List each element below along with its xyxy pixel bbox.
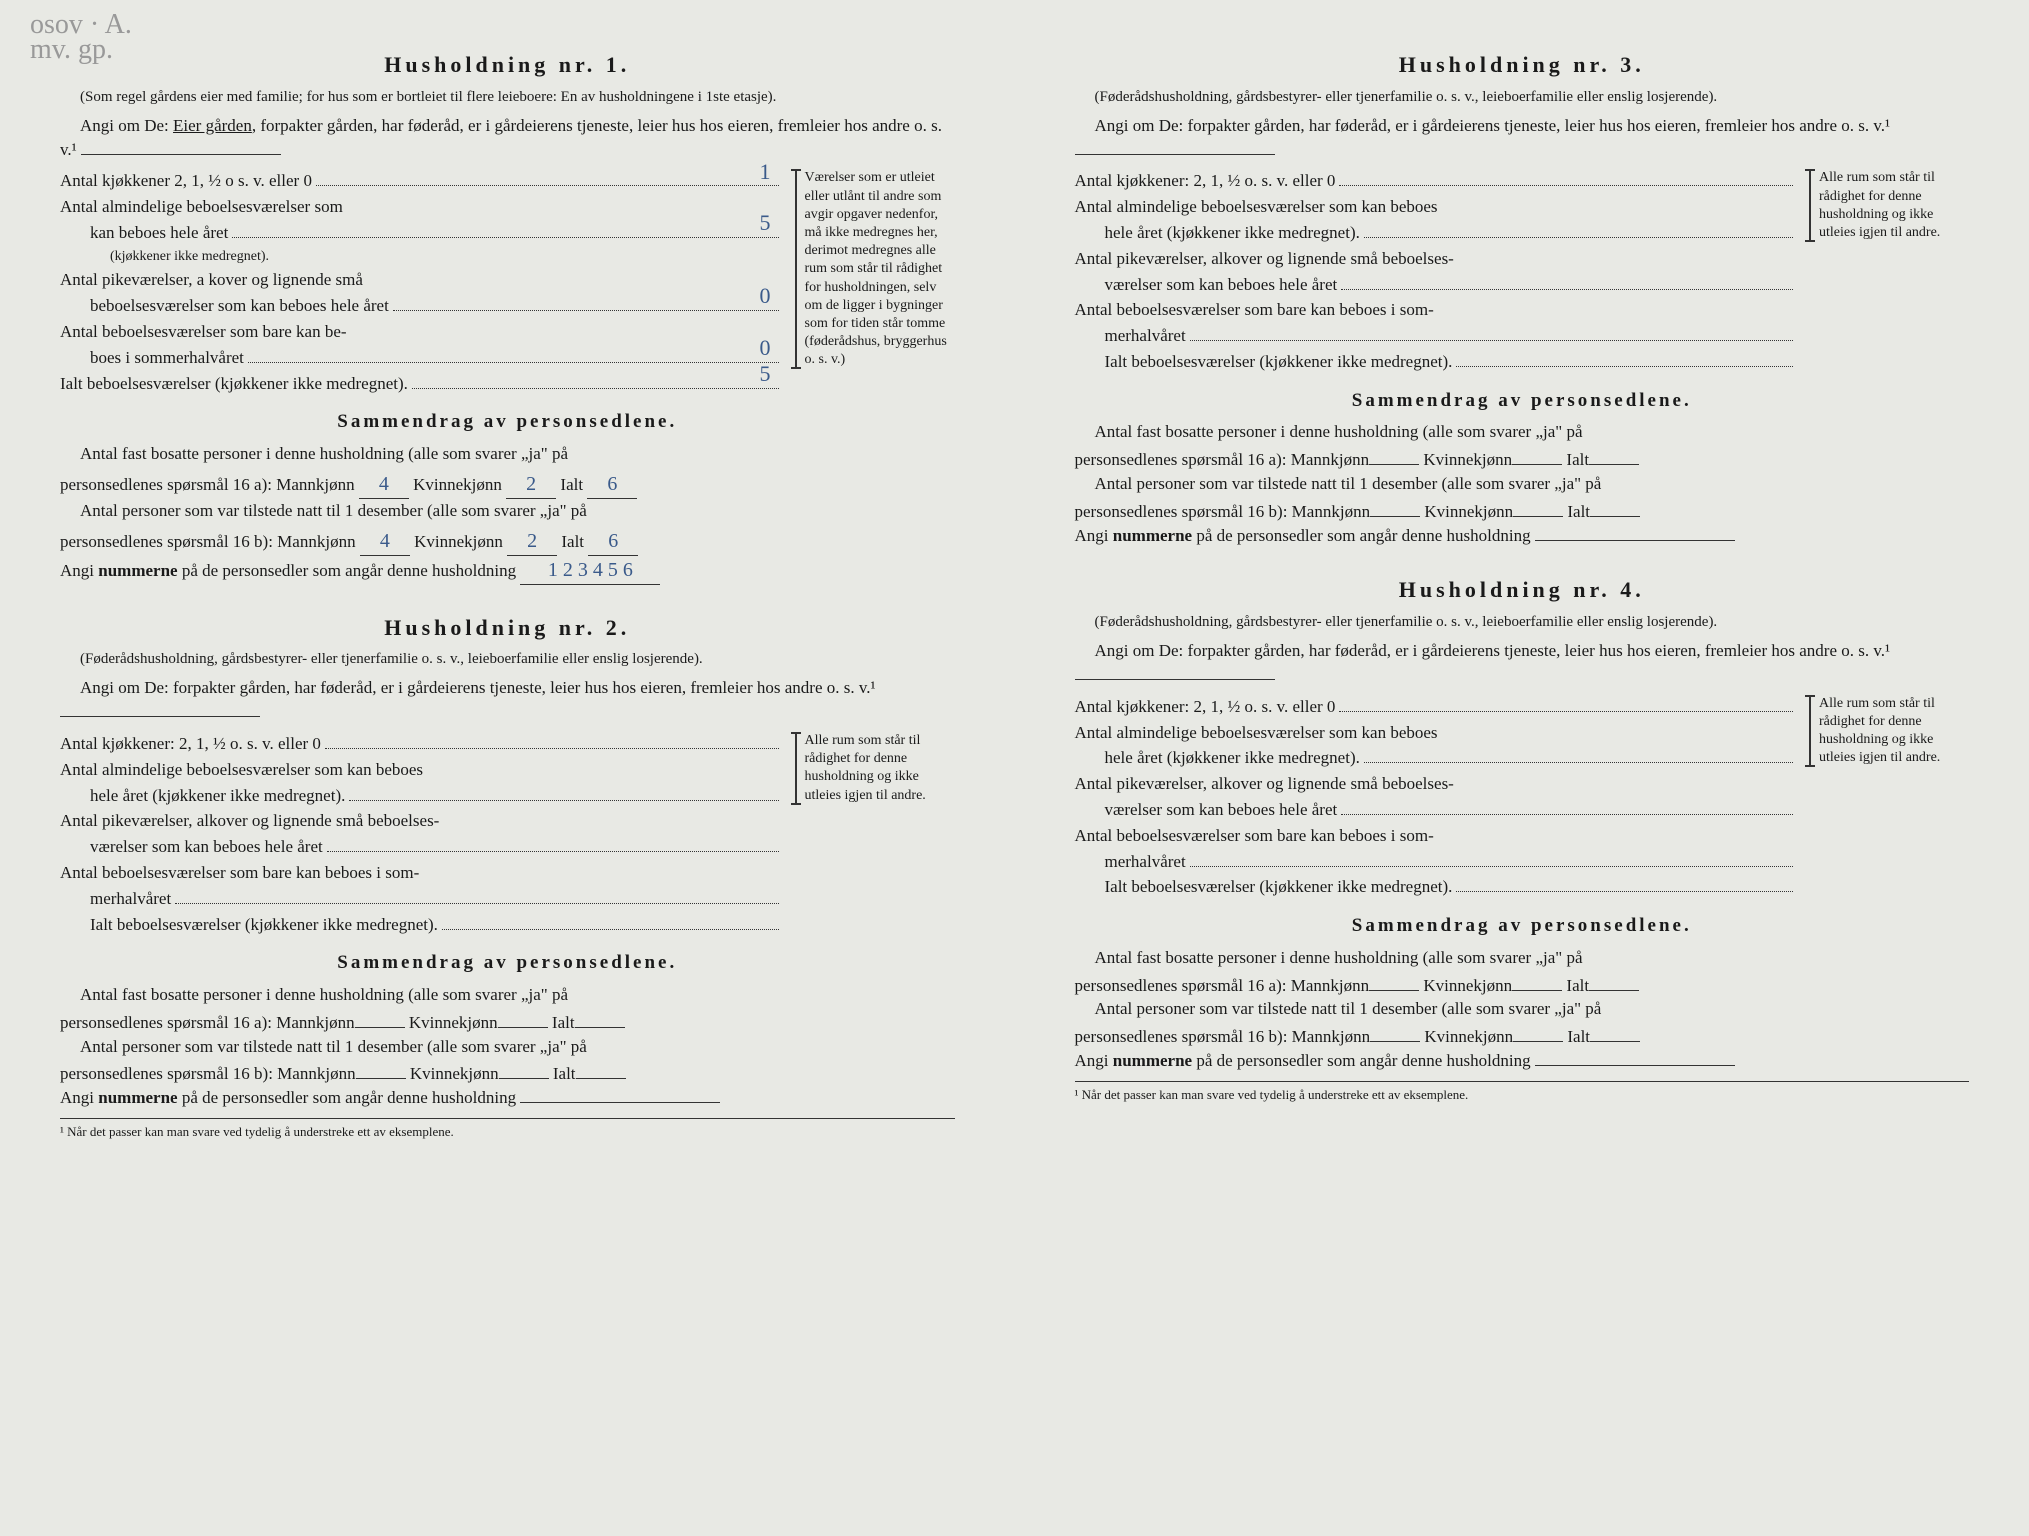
document-spread: osov · A. mv. gp. Husholdning nr. 1. (So… [20, 20, 2009, 1199]
h1-subtitle: (Som regel gårdens eier med familie; for… [60, 87, 955, 108]
margin-note: osov · A. mv. gp. [30, 12, 132, 62]
h1-title: Husholdning nr. 1. [60, 50, 955, 81]
household-3: Husholdning nr. 3. (Føderådshusholdning,… [1075, 50, 1970, 547]
h2-sidebar: Alle rum som står til rådighet for denne… [795, 732, 955, 805]
left-page: Husholdning nr. 1. (Som regel gårdens ei… [20, 20, 995, 1199]
right-page: Husholdning nr. 3. (Føderådshusholdning,… [1035, 20, 2010, 1199]
household-2: Husholdning nr. 2. (Føderådshusholdning,… [60, 613, 955, 1142]
h2-title: Husholdning nr. 2. [60, 613, 955, 644]
household-4: Husholdning nr. 4. (Føderådshusholdning,… [1075, 575, 1970, 1104]
h1-summary-title: Sammendrag av personsedlene. [60, 409, 955, 436]
h1-sidebar: Værelser som er utleiet eller utlånt til… [795, 169, 955, 369]
h1-instruction: Angi om De: Eier gården, forpakter gårde… [60, 114, 955, 162]
household-1: Husholdning nr. 1. (Som regel gårdens ei… [60, 50, 955, 585]
